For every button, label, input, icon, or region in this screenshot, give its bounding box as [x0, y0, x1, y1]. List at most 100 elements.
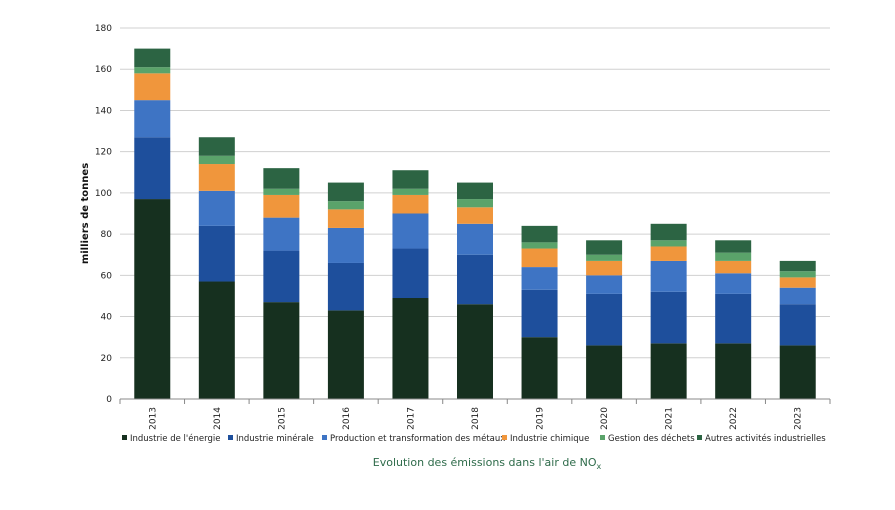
- x-tick-label: 2015: [277, 407, 287, 430]
- bar-2014-series-2: [198, 190, 235, 226]
- bars: [134, 48, 816, 399]
- bar-2021-series-2: [650, 260, 687, 292]
- x-tick-label: 2021: [665, 407, 675, 430]
- legend-label-3: Industrie chimique: [510, 434, 589, 444]
- x-tick-label: 2019: [536, 407, 546, 430]
- bar-2018-series-1: [457, 254, 493, 305]
- bar-2019-series-4: [521, 242, 558, 249]
- legend-swatch-1: [228, 435, 233, 440]
- bar-2022-series-1: [715, 293, 752, 344]
- bar-2014-series-5: [198, 137, 235, 156]
- bar-2023-series-2: [779, 287, 816, 305]
- bar-2015-series-4: [263, 188, 300, 195]
- y-tick-label: 120: [95, 148, 112, 158]
- bar-2020-series-2: [586, 275, 623, 294]
- x-tick-label: 2018: [471, 407, 481, 430]
- bar-2015-series-2: [263, 217, 300, 251]
- bar-2015-series-3: [263, 194, 300, 218]
- bar-2015-series-0: [263, 302, 300, 399]
- bar-2017-series-1: [392, 248, 429, 299]
- bar-2016-series-0: [327, 310, 364, 399]
- x-tick-label: 2017: [406, 407, 416, 430]
- x-tick-label: 2023: [794, 407, 804, 430]
- chart-caption: Evolution des émissions dans l'air de NO…: [373, 456, 602, 471]
- bar-2021-series-3: [650, 246, 687, 261]
- bar-2013-series-3: [134, 73, 171, 101]
- bar-2020-series-5: [586, 240, 623, 255]
- legend-swatch-5: [697, 435, 702, 440]
- bar-2016-series-3: [327, 209, 364, 228]
- x-tick-label: 2020: [600, 407, 610, 430]
- y-tick-label: 40: [101, 313, 113, 323]
- bar-2017-series-2: [392, 213, 429, 249]
- y-tick-label: 160: [95, 65, 112, 75]
- legend-label-1: Industrie minérale: [236, 433, 314, 444]
- bar-2013-series-4: [134, 67, 171, 74]
- legend-label-5: Autres activités industrielles: [705, 433, 826, 444]
- y-axis-ticks: 0 20 40 60 80 100 120 140 160 180: [95, 24, 112, 405]
- bar-2017-series-5: [392, 170, 429, 189]
- legend-swatch-0: [122, 435, 127, 440]
- bar-2019-series-0: [521, 337, 558, 399]
- bar-2013-series-1: [134, 137, 171, 200]
- bar-2016-series-4: [327, 201, 364, 210]
- y-axis-label: milliers de tonnes: [80, 163, 91, 264]
- y-tick-label: 80: [101, 230, 113, 240]
- x-tick-label: 2014: [213, 407, 223, 430]
- bar-2014-series-0: [198, 281, 235, 399]
- legend-swatch-2: [322, 435, 327, 440]
- bar-2016-series-5: [327, 182, 364, 202]
- bar-2018-series-4: [457, 199, 493, 208]
- bar-2016-series-1: [327, 262, 364, 311]
- bar-2013-series-0: [134, 199, 171, 399]
- bar-2022-series-5: [715, 240, 752, 253]
- bar-2020-series-1: [586, 293, 623, 346]
- y-tick-label: 180: [95, 24, 112, 34]
- bar-2020-series-3: [586, 260, 623, 276]
- bar-2017-series-3: [392, 194, 429, 214]
- bar-2015-series-1: [263, 250, 300, 303]
- bar-2019-series-2: [521, 267, 558, 290]
- bar-2021-series-0: [650, 343, 687, 399]
- y-tick-label: 60: [101, 271, 113, 281]
- bar-2023-series-5: [779, 260, 816, 272]
- bar-2018-series-3: [457, 207, 493, 224]
- bar-2020-series-0: [586, 345, 623, 399]
- bar-2014-series-3: [198, 164, 235, 191]
- bar-2023-series-3: [779, 277, 816, 288]
- legend: Industrie de l'énergie Industrie minérale…: [122, 433, 826, 444]
- bar-2022-series-2: [715, 273, 752, 294]
- caption-subscript: x: [596, 462, 601, 471]
- bar-2018-series-0: [457, 304, 493, 399]
- x-tick-label: 2013: [148, 407, 158, 430]
- legend-swatch-3: [502, 435, 507, 440]
- bar-2018-series-5: [457, 182, 493, 200]
- bar-2021-series-1: [650, 291, 687, 344]
- bar-2022-series-4: [715, 252, 752, 261]
- x-tick-label: 2016: [342, 407, 352, 430]
- bar-2013-series-2: [134, 100, 171, 138]
- bar-2019-series-3: [521, 248, 558, 268]
- legend-label-2: Production et transformation des métaux: [330, 433, 505, 444]
- bar-2016-series-2: [327, 227, 364, 263]
- x-tick-label: 2022: [729, 407, 739, 430]
- y-tick-label: 100: [95, 189, 112, 199]
- bar-2021-series-4: [650, 240, 687, 247]
- y-tick-label: 20: [101, 354, 113, 364]
- y-tick-label: 140: [95, 106, 112, 116]
- x-axis-ticks: 2013 2014 2015 2016 2017 2018 2019 2020 2021 2022…: [119, 399, 831, 430]
- bar-2020-series-4: [586, 254, 623, 261]
- bar-2017-series-0: [392, 298, 429, 399]
- bar-2019-series-1: [521, 289, 558, 338]
- bar-2019-series-5: [521, 225, 558, 243]
- y-tick-label: 0: [106, 395, 112, 405]
- bar-2023-series-0: [779, 345, 816, 399]
- bar-2018-series-2: [457, 223, 493, 255]
- bar-2013-series-5: [134, 48, 171, 68]
- bar-2014-series-4: [198, 155, 235, 165]
- bar-2023-series-1: [779, 304, 816, 346]
- legend-swatch-4: [600, 435, 605, 440]
- bar-2014-series-1: [198, 225, 235, 282]
- caption-text: Evolution des émissions dans l'air de NO: [373, 456, 597, 469]
